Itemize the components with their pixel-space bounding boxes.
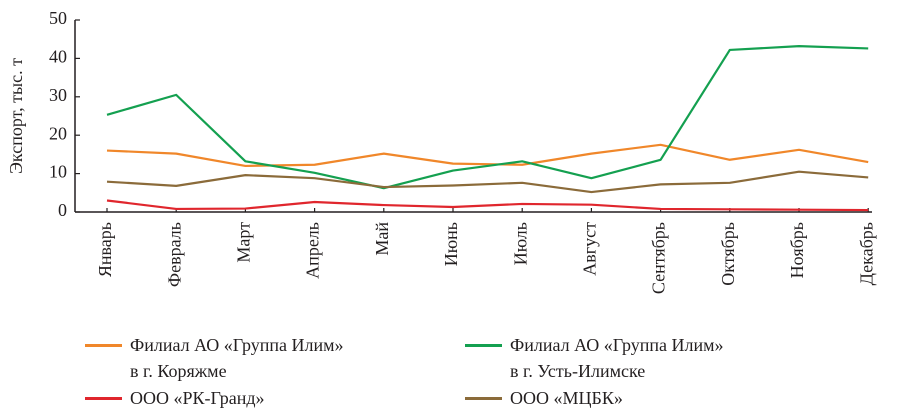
x-tick-label: Январь [95, 222, 115, 277]
x-tick-label: Август [580, 222, 600, 276]
legend-label: Филиал АО «Группа Илим» в г. Усть-Илимск… [510, 335, 724, 381]
x-tick-label: Март [234, 222, 254, 263]
y-tick-label: 50 [49, 8, 67, 28]
chart: Экспорт, тыс. т 0 10 20 30 40 50 Январь Февраль… [6, 8, 876, 294]
legend-label: Филиал АО «Группа Илим» в г. Коряжме [130, 335, 344, 381]
legend-label: ООО «РК-Гранд» [130, 388, 265, 408]
y-tick-label: 20 [49, 123, 67, 143]
y-tick-label: 0 [58, 200, 67, 220]
series-line [106, 45, 869, 190]
series-line [106, 143, 869, 168]
x-tick-label: Октябрь [718, 222, 738, 286]
legend-swatch [465, 397, 502, 400]
legend-swatch [85, 397, 122, 400]
x-tick-label: Апрель [303, 222, 323, 279]
x-tick-label: Февраль [164, 222, 184, 287]
legend-swatch [465, 344, 502, 347]
y-tick-label: 10 [49, 162, 67, 182]
legend-swatch [85, 344, 122, 347]
series-line [106, 170, 869, 194]
x-tick-label: Декабрь [856, 222, 876, 285]
x-tick-label: Июль [510, 222, 530, 265]
y-tick-label: 40 [49, 47, 67, 67]
series-line [106, 199, 869, 212]
y-axis-label: Экспорт, тыс. т [6, 58, 26, 174]
x-tick-label: Ноябрь [787, 222, 807, 278]
legend-label: ООО «МЦБК» [510, 388, 623, 408]
y-tick-label: 30 [49, 85, 67, 105]
x-tick-label: Сентябрь [649, 222, 669, 294]
x-tick-label: Июнь [441, 222, 461, 266]
x-tick-label: Май [372, 222, 392, 256]
